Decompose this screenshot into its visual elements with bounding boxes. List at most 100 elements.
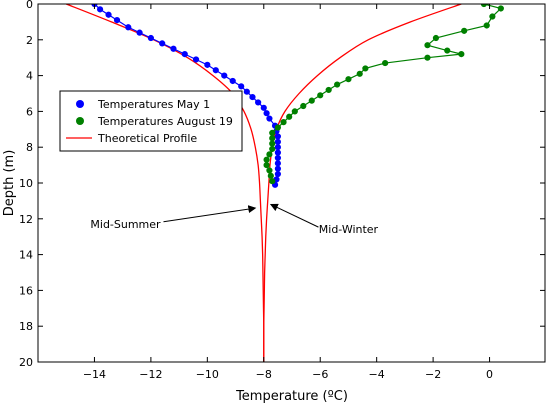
data-point-august [461,27,468,34]
ticks-layer: −14 −12 −10 −8 −6 −4 −2 0 0 2 4 6 8 10 12 14 16 18 20 [19,0,545,381]
data-point-august [317,92,324,99]
data-point-august [424,42,431,49]
data-point-may [147,34,154,42]
data-point-august [274,124,281,131]
annotation-mid-winter: Mid-Winter [319,223,379,236]
data-point-august [497,5,504,12]
data-point-august [325,86,332,94]
data-point-august [269,135,276,142]
data-point-may [181,51,188,58]
data-point-august [286,113,293,120]
y-tick-label: 2 [26,34,33,47]
data-point-august [269,129,276,136]
data-point-may [274,149,281,156]
y-tick-label: 8 [26,141,33,154]
x-tick-label: −14 [83,368,106,381]
data-point-august [483,22,490,29]
data-point-august [263,156,270,163]
y-tick-label: 10 [19,177,33,190]
data-point-august [432,34,440,42]
y-tick-label: 14 [19,249,33,262]
theoretical-mid-winter-line [263,4,462,362]
x-tick-label: −8 [256,368,272,381]
data-point-may [238,83,245,90]
data-point-may [274,144,281,151]
curves-layer [65,4,504,362]
data-point-may [274,170,281,178]
x-axis-label: Temperature (ºC) [235,389,348,403]
legend-label: Theoretical Profile [97,132,197,145]
data-point-may [159,40,166,47]
data-point-august [480,4,488,8]
data-point-may [260,104,267,111]
data-point-august [300,102,307,110]
data-point-august [266,151,273,158]
annotation-arrow [269,203,319,228]
data-point-august [362,65,369,72]
data-point-august [269,140,276,147]
y-tick-label: 18 [19,320,33,333]
data-point-august [334,81,341,88]
y-axis-label: Depth (m) [2,150,17,217]
data-point-august [269,178,276,185]
x-tick-label: 0 [486,368,493,381]
data-point-may [96,6,104,13]
data-point-may [136,29,143,36]
data-point-may [249,93,256,101]
data-point-may [266,115,273,122]
y-tick-label: 4 [26,70,33,83]
annotations-layer: Mid-Summer Mid-Winter [90,203,379,236]
y-tick-label: 0 [26,0,33,11]
data-point-may [229,77,236,85]
data-point-august [444,47,451,54]
y-tick-label: 6 [26,105,33,118]
annotation-arrow [163,205,257,223]
data-point-august [266,167,273,174]
data-point-may [263,110,270,117]
legend-marker [76,117,84,125]
annotation-mid-summer: Mid-Summer [90,218,161,231]
data-point-may [192,56,200,63]
y-tick-label: 12 [19,213,33,226]
x-tick-label: −12 [139,368,162,381]
legend-label: Temperatures May 1 [97,98,210,111]
data-point-may [274,154,281,162]
data-point-august [345,76,352,83]
data-point-august [263,162,270,169]
data-point-august [267,172,274,179]
data-point-may [274,165,281,172]
y-tick-label: 20 [19,356,33,369]
data-point-august [269,145,276,153]
data-point-august [308,97,315,104]
data-point-august [424,54,431,61]
data-point-may [243,88,250,95]
x-tick-label: −10 [196,368,219,381]
x-tick-label: −2 [425,368,441,381]
legend-label: Temperatures August 19 [97,115,233,128]
theoretical-mid-summer-line [65,4,265,362]
legend: Temperatures May 1 Temperatures August 19… [59,90,243,152]
data-point-may [212,67,219,74]
legend-box [59,90,243,152]
data-point-august [291,108,298,115]
data-point-august [382,59,389,67]
data-point-may [204,61,211,68]
data-point-august [280,119,287,126]
data-point-august [489,13,496,20]
data-point-august [356,70,363,77]
legend-marker [76,100,84,108]
data-point-may [274,138,281,145]
data-point-august [458,51,465,58]
data-point-may [170,45,177,52]
data-point-may [105,11,112,18]
x-tick-label: −6 [312,368,328,381]
data-point-may [125,24,132,31]
plot-frame [37,3,546,363]
data-point-may [274,133,281,140]
y-tick-label: 16 [19,284,33,297]
data-point-may [274,160,281,167]
data-point-may [113,17,121,24]
data-point-may [221,72,228,79]
x-tick-label: −4 [369,368,385,381]
